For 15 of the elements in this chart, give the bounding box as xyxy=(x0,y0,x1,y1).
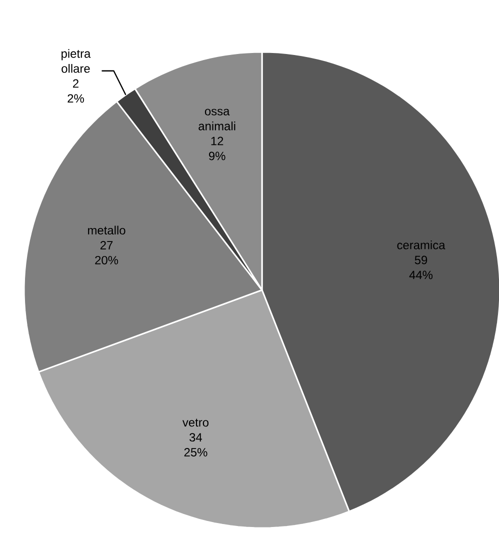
text: 44% xyxy=(409,270,433,280)
data-label: 27 xyxy=(100,241,113,250)
data-label: 59 xyxy=(414,256,428,264)
text: 25% xyxy=(184,448,208,456)
slice-label: metallo xyxy=(88,226,126,235)
text: 20% xyxy=(95,256,118,264)
data-label: 2 xyxy=(73,79,78,88)
slice-label: vetro xyxy=(182,418,208,427)
text: 9% xyxy=(208,152,226,160)
slice-label: ossa animali xyxy=(198,108,236,130)
slice-label: ceramica xyxy=(397,240,446,250)
data-label: 12 xyxy=(211,136,224,146)
data-label: 34 xyxy=(190,433,202,442)
text: 2% xyxy=(68,94,84,103)
slice-label: pietra ollare xyxy=(62,49,91,73)
